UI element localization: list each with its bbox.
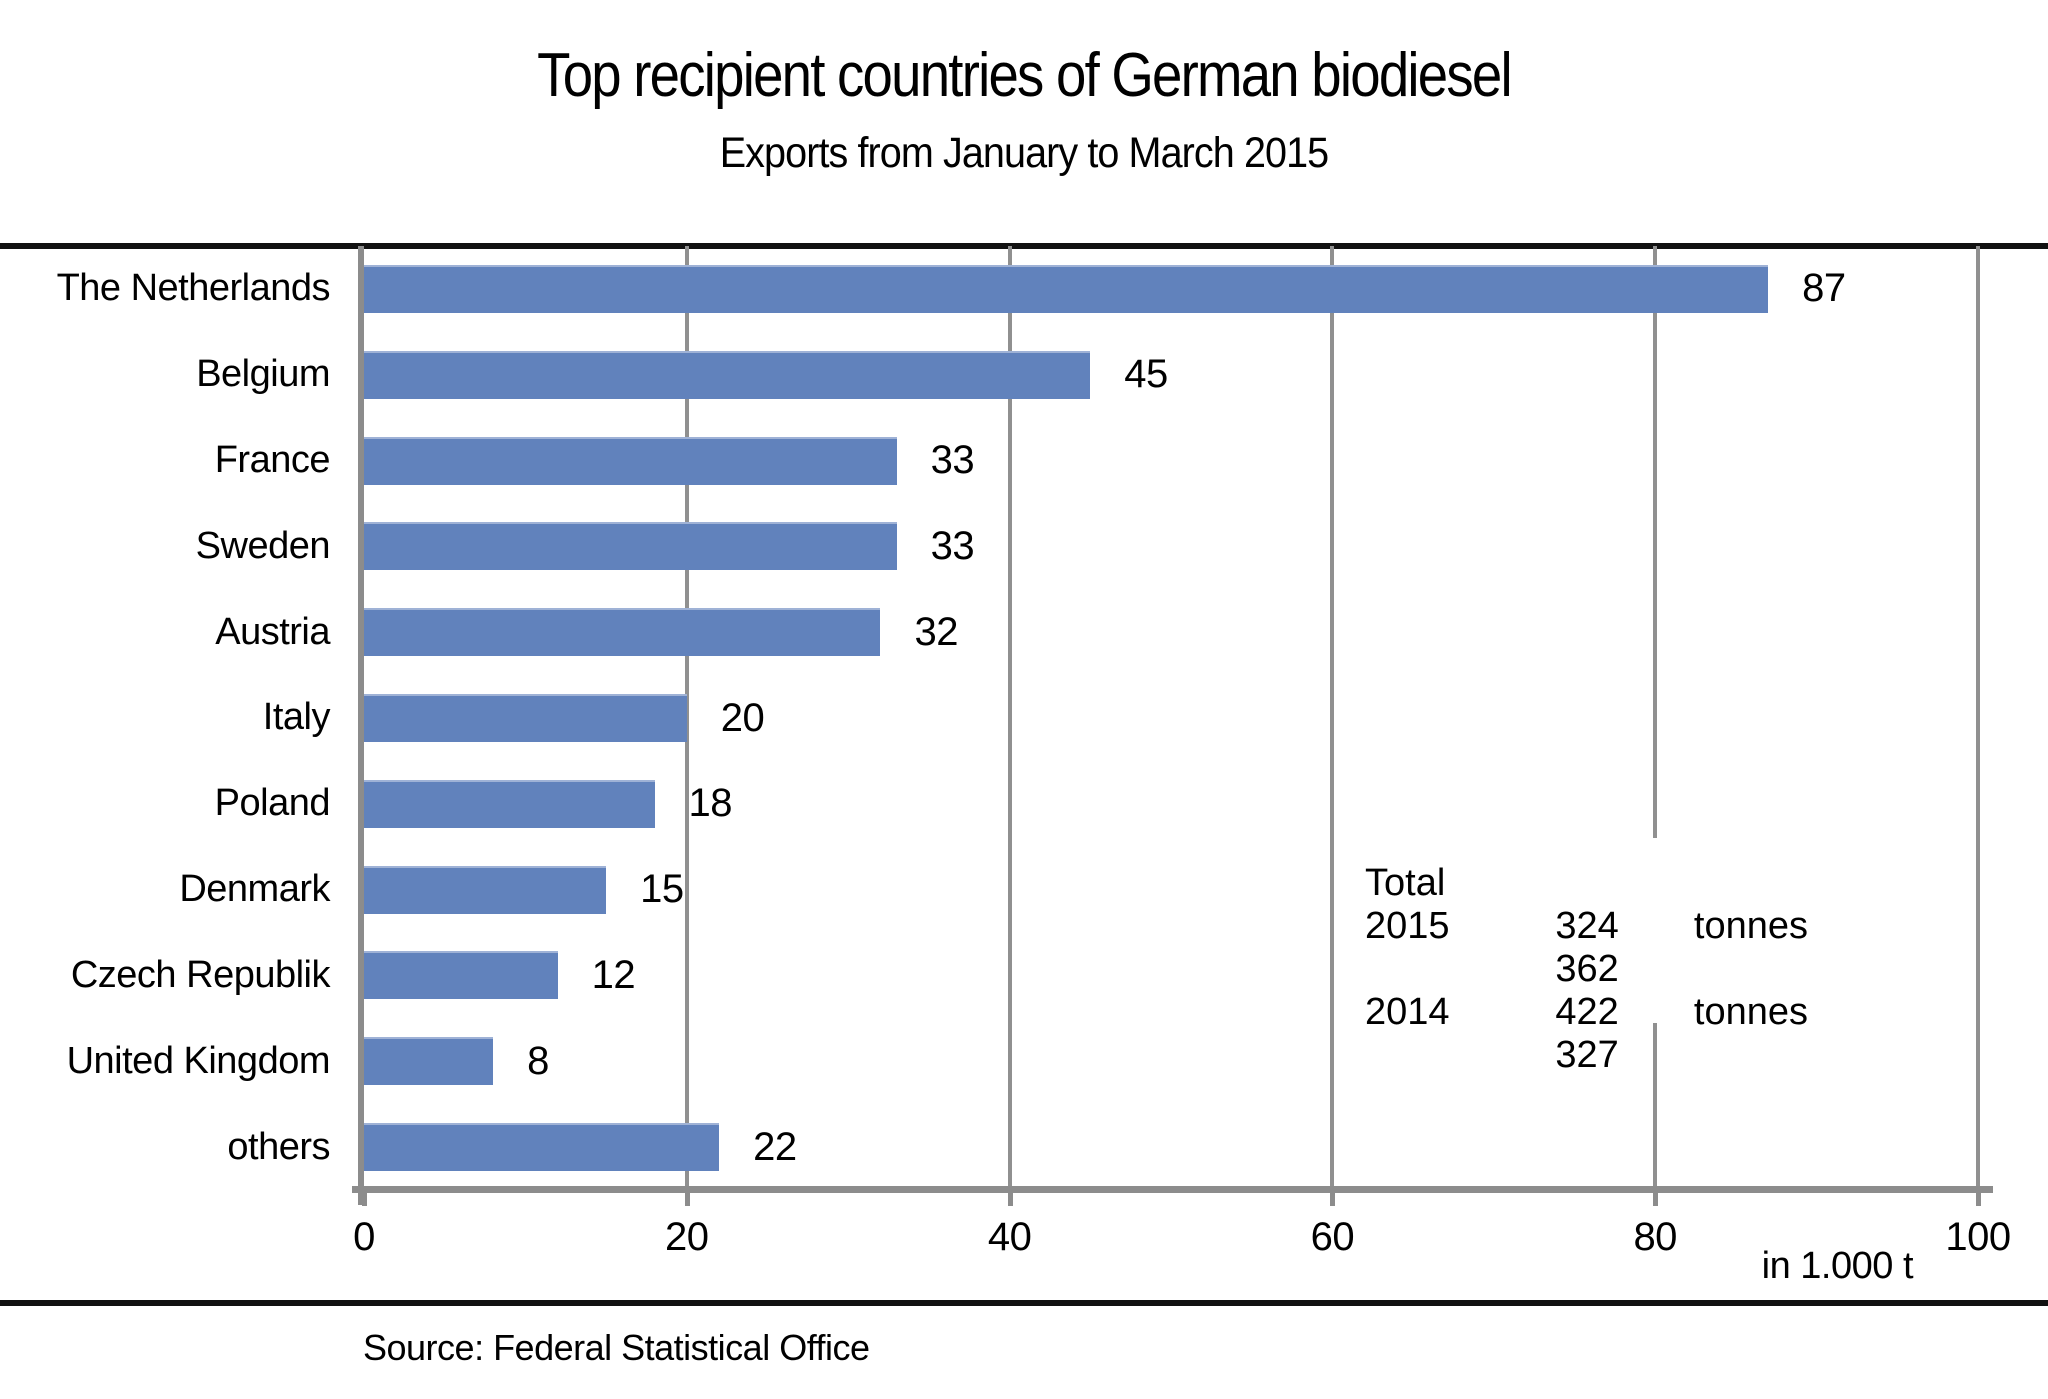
value-label-poland: 18 [688, 781, 733, 826]
value-label-the-netherlands: 87 [1802, 266, 1846, 311]
gridline-80 [1653, 246, 1658, 1190]
axis-tick-20 [684, 1193, 690, 1206]
category-label-the-netherlands: The Netherlands [56, 267, 331, 310]
bar-united-kingdom [364, 1037, 494, 1086]
axis-tick-label-60: 60 [1310, 1215, 1355, 1259]
category-label-sweden: Sweden [195, 524, 331, 567]
top-rule [0, 243, 2048, 249]
bar-belgium [364, 350, 1091, 399]
category-label-france: France [214, 439, 331, 482]
total-row-2015: 2015 324 362 tonnes [1365, 905, 1808, 991]
axis-tick-label-80: 80 [1633, 1215, 1677, 1259]
axis-tick-100 [1976, 1193, 1981, 1206]
category-label-others: others [227, 1125, 330, 1168]
value-label-france: 33 [930, 438, 975, 483]
bottom-rule [0, 1300, 2048, 1306]
total-unit: tonnes [1693, 991, 1808, 1033]
category-label-italy: Italy [262, 696, 331, 739]
bar-the-netherlands [364, 264, 1769, 313]
value-label-austria: 32 [914, 609, 958, 654]
category-label-belgium: Belgium [196, 353, 330, 396]
total-unit: tonnes [1693, 905, 1808, 947]
bar-austria [364, 608, 881, 657]
value-label-denmark: 15 [640, 867, 684, 912]
axis-tick-60 [1330, 1193, 1336, 1206]
value-label-belgium: 45 [1124, 352, 1168, 397]
category-label-czech-republik: Czech Republik [70, 953, 331, 996]
total-annotation-box: Total 2015 324 362 tonnes 2014 422 327 t… [1343, 838, 1808, 1076]
bar-sweden [364, 522, 897, 571]
axis-tick-40 [1007, 1193, 1013, 1206]
gridline-60 [1330, 246, 1335, 1190]
axis-tick-0 [362, 1193, 367, 1206]
axis-tick-label-40: 40 [987, 1215, 1032, 1259]
gridline-20 [684, 246, 689, 1190]
gridline-40 [1007, 246, 1012, 1190]
total-row-2014: 2014 422 327 tonnes [1365, 991, 1808, 1077]
bar-france [364, 436, 897, 485]
total-heading: Total [1365, 862, 1446, 904]
category-label-poland: Poland [214, 782, 331, 825]
category-label-denmark: Denmark [179, 868, 330, 911]
bar-others [364, 1123, 720, 1172]
category-axis-line [358, 246, 364, 1205]
total-year: 2015 [1365, 905, 1450, 947]
value-label-united-kingdom: 8 [527, 1038, 549, 1083]
source-note: Source: Federal Statistical Office [363, 1327, 870, 1368]
bar-italy [364, 694, 687, 742]
axis-tick-label-20: 20 [665, 1215, 709, 1259]
category-label-united-kingdom: United Kingdom [66, 1039, 331, 1082]
bar-poland [364, 779, 655, 828]
axis-unit-label: in 1.000 t [1761, 1245, 1914, 1287]
axis-tick-80 [1653, 1193, 1659, 1206]
chart-subtitle: Exports from January to March 2015 [719, 129, 1329, 177]
gridline-100 [1976, 246, 1980, 1190]
x-axis-line [352, 1186, 1993, 1193]
value-label-czech-republik: 12 [591, 952, 636, 997]
value-label-italy: 20 [720, 695, 765, 740]
total-year: 2014 [1365, 991, 1450, 1033]
axis-tick-label-0: 0 [353, 1215, 375, 1259]
axis-tick-label-100: 100 [1945, 1215, 2011, 1259]
total-amount: 324 362 [1555, 905, 1619, 990]
value-label-sweden: 33 [930, 523, 975, 568]
chart-title: Top recipient countries of German biodie… [537, 41, 1512, 110]
value-label-others: 22 [753, 1124, 797, 1169]
bar-denmark [364, 865, 607, 914]
total-amount: 422 327 [1555, 991, 1619, 1076]
bar-czech-republik [364, 951, 558, 1000]
category-label-austria: Austria [215, 610, 330, 653]
